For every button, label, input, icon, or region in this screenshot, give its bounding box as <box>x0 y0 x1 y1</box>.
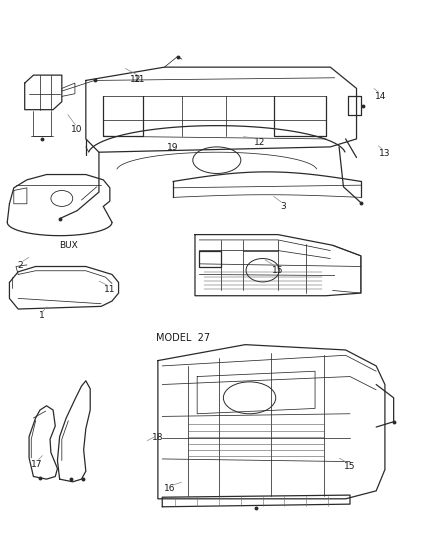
Text: 10: 10 <box>71 125 83 134</box>
Text: 16: 16 <box>164 484 176 493</box>
Text: 14: 14 <box>375 92 386 101</box>
Text: 15: 15 <box>344 463 356 471</box>
Text: MODEL  27: MODEL 27 <box>156 333 210 343</box>
Text: 13: 13 <box>379 149 391 158</box>
Text: 11: 11 <box>134 75 145 84</box>
Text: 3: 3 <box>281 202 286 211</box>
Text: 1: 1 <box>39 311 45 320</box>
Text: 2: 2 <box>18 261 23 270</box>
Text: 18: 18 <box>152 433 164 442</box>
Text: 11: 11 <box>104 285 116 294</box>
Text: 12: 12 <box>131 75 142 84</box>
Text: 12: 12 <box>254 138 265 147</box>
Text: 15: 15 <box>272 266 284 275</box>
Text: BUX: BUX <box>59 241 78 250</box>
Text: 17: 17 <box>31 460 42 469</box>
Text: 19: 19 <box>166 143 178 152</box>
